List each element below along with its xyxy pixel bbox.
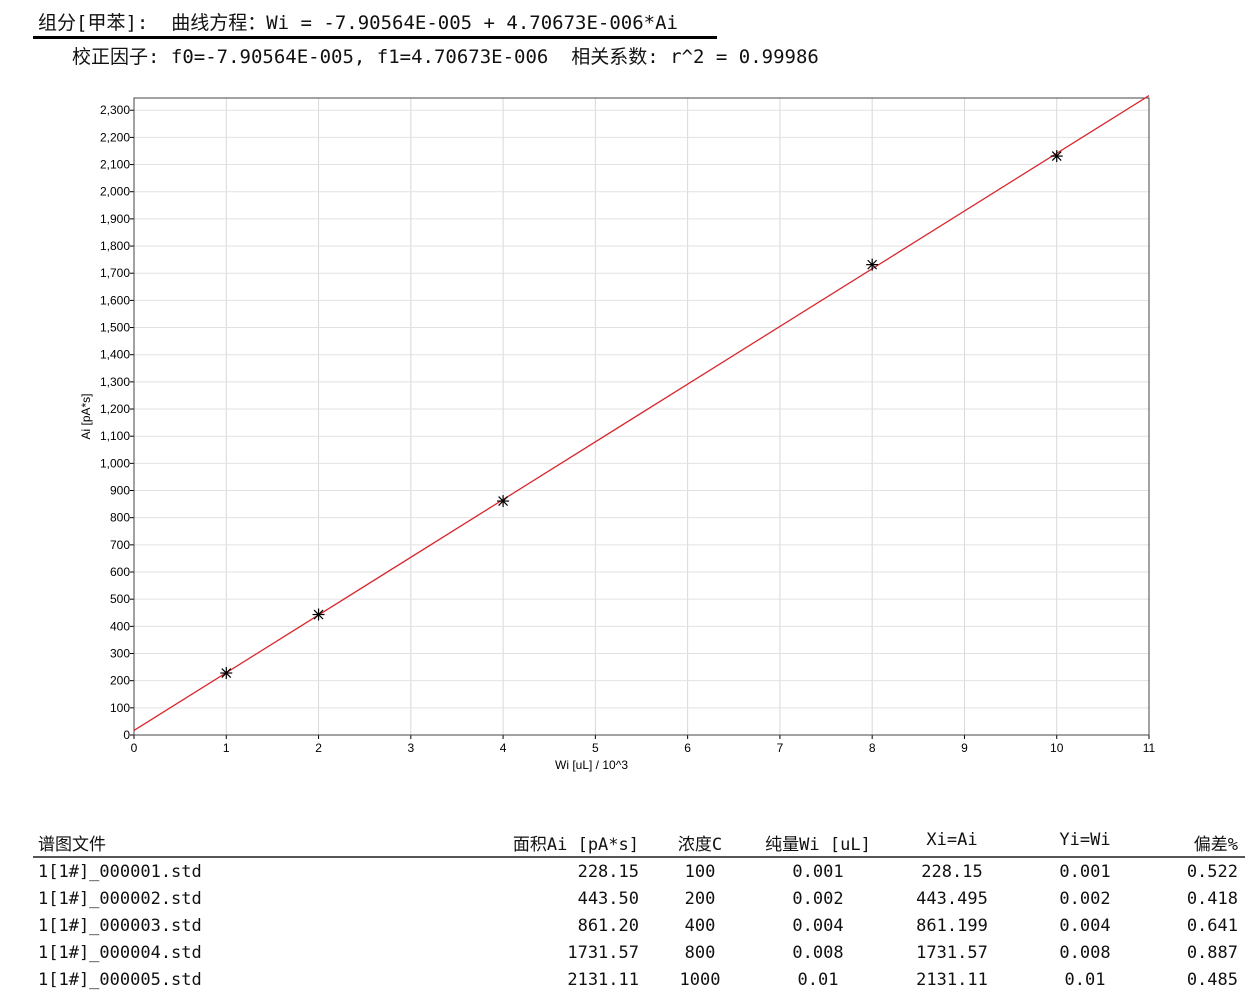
table-cell: 0.01 — [797, 970, 839, 990]
table-row: 1[1#]_000005.std 2131.11 1000 0.01 2131.11 0.… — [33, 966, 1245, 993]
table-cell: 0.522 — [1186, 862, 1238, 882]
y-tick-label: 400 — [110, 619, 130, 633]
table-cell: 0.001 — [792, 862, 844, 882]
x-tick-label: 8 — [869, 741, 876, 755]
calibration-chart: 0 1 2 3 4 5 6 7 8 9 10 11 0 100 200 300 400 500 600 700 800 9… — [79, 95, 1156, 772]
y-tick-label: 1,800 — [100, 239, 130, 253]
table-row: 1[1#]_000003.std 861.20 400 0.004 861.199 0.0… — [33, 912, 1245, 939]
table-cell: 0.01 — [1064, 970, 1106, 990]
table-cell: 1[1#]_000004.std — [38, 943, 202, 963]
y-tick-label: 800 — [110, 511, 130, 525]
calibration-factors: 校正因子: f0=-7.90564E-005, f1=4.70673E-006 … — [72, 46, 819, 68]
col-header: 谱图文件 — [38, 835, 106, 855]
y-tick-label: 1,500 — [100, 321, 130, 335]
x-tick-label: 9 — [961, 741, 968, 755]
col-header: Yi=Wi — [1059, 830, 1111, 850]
x-tick-label: 3 — [407, 741, 414, 755]
table-cell: 0.485 — [1186, 970, 1238, 990]
y-tick-label: 300 — [110, 647, 130, 661]
col-header: 浓度C — [677, 835, 723, 855]
y-tick-label: 700 — [110, 538, 130, 552]
data-point — [220, 667, 233, 680]
table-header: 谱图文件 面积Ai [pA*s] 浓度C 纯量Wi [uL] Xi=Ai Yi=… — [33, 826, 1245, 858]
col-header: 偏差% — [1193, 835, 1238, 855]
y-tick-label: 2,100 — [100, 158, 130, 172]
calibration-table: 谱图文件 面积Ai [pA*s] 浓度C 纯量Wi [uL] Xi=Ai Yi=… — [33, 826, 1245, 993]
table-cell: 0.418 — [1186, 889, 1238, 909]
table-cell: 2131.11 — [567, 970, 639, 990]
x-tick-label: 10 — [1050, 741, 1064, 755]
table-cell: 861.20 — [577, 916, 639, 936]
y-tick-label: 500 — [110, 592, 130, 606]
table-cell: 443.495 — [916, 889, 988, 909]
y-tick-label: 1,700 — [100, 266, 130, 280]
data-point — [1050, 150, 1063, 163]
y-tick-label: 1,000 — [100, 456, 130, 470]
table-cell: 228.15 — [577, 862, 639, 882]
header-underline — [33, 36, 717, 39]
x-tick-label: 5 — [592, 741, 599, 755]
y-tick-label: 100 — [110, 701, 130, 715]
x-axis-label: Wi [uL] / 10^3 — [555, 758, 628, 772]
y-tick-label: 900 — [110, 484, 130, 498]
y-tick-label: 2,300 — [100, 103, 130, 117]
table-cell: 0.001 — [1059, 862, 1111, 882]
y-tick-label: 2,000 — [100, 185, 130, 199]
y-tick-label: 1,400 — [100, 348, 130, 362]
table-cell: 0.641 — [1186, 916, 1238, 936]
table-cell: 2131.11 — [916, 970, 988, 990]
table-row: 1[1#]_000001.std 228.15 100 0.001 228.15 0.00… — [33, 858, 1245, 885]
y-tick-label: 1,100 — [100, 429, 130, 443]
y-axis-label: Ai [pA*s] — [79, 393, 93, 439]
y-tick-label: 1,300 — [100, 375, 130, 389]
data-point — [312, 608, 325, 621]
table-cell: 0.887 — [1186, 943, 1238, 963]
x-tick-label: 1 — [223, 741, 230, 755]
table-cell: 0.002 — [792, 889, 844, 909]
table-cell: 0.002 — [1059, 889, 1111, 909]
table-row: 1[1#]_000002.std 443.50 200 0.002 443.495 0.0… — [33, 885, 1245, 912]
col-header: 面积Ai [pA*s] — [512, 835, 639, 855]
x-tick-label: 11 — [1143, 741, 1156, 755]
data-point — [497, 495, 510, 508]
table-cell: 861.199 — [916, 916, 988, 936]
table-cell: 1731.57 — [916, 943, 988, 963]
y-tick-label: 1,200 — [100, 402, 130, 416]
table-cell: 0.008 — [792, 943, 844, 963]
x-tick-label: 7 — [777, 741, 784, 755]
y-tick-label: 1,900 — [100, 212, 130, 226]
table-cell: 0.004 — [792, 916, 844, 936]
table-cell: 800 — [684, 943, 716, 963]
table-cell: 1731.57 — [567, 943, 639, 963]
y-tick-label: 0 — [123, 728, 130, 742]
table-cell: 400 — [684, 916, 716, 936]
table-cell: 0.004 — [1059, 916, 1111, 936]
x-tick-label: 2 — [315, 741, 322, 755]
y-tick-label: 2,200 — [100, 130, 130, 144]
col-header: Xi=Ai — [926, 830, 978, 850]
table-cell: 1[1#]_000003.std — [38, 916, 202, 936]
data-point — [866, 258, 879, 271]
col-header: 纯量Wi [uL] — [765, 835, 871, 855]
fit-line — [133, 95, 1150, 731]
y-tick-label: 200 — [110, 674, 130, 688]
table-cell: 443.50 — [577, 889, 639, 909]
x-tick-label: 0 — [131, 741, 138, 755]
x-tick-label: 4 — [500, 741, 507, 755]
curve-equation: 组分[甲苯]: 曲线方程：Wi = -7.90564E-005 + 4.7067… — [38, 12, 678, 34]
table-cell: 1[1#]_000002.std — [38, 889, 202, 909]
plot-frame — [133, 97, 1150, 736]
table-row: 1[1#]_000004.std 1731.57 800 0.008 1731.57 0.… — [33, 939, 1245, 966]
table-cell: 1000 — [679, 970, 721, 990]
table-cell: 1[1#]_000005.std — [38, 970, 202, 990]
table-cell: 100 — [684, 862, 716, 882]
table-cell: 228.15 — [921, 862, 983, 882]
table-cell: 0.008 — [1059, 943, 1111, 963]
x-tick-label: 6 — [684, 741, 691, 755]
table-cell: 1[1#]_000001.std — [38, 862, 202, 882]
y-tick-label: 600 — [110, 565, 130, 579]
y-tick-label: 1,600 — [100, 293, 130, 307]
table-cell: 200 — [684, 889, 716, 909]
